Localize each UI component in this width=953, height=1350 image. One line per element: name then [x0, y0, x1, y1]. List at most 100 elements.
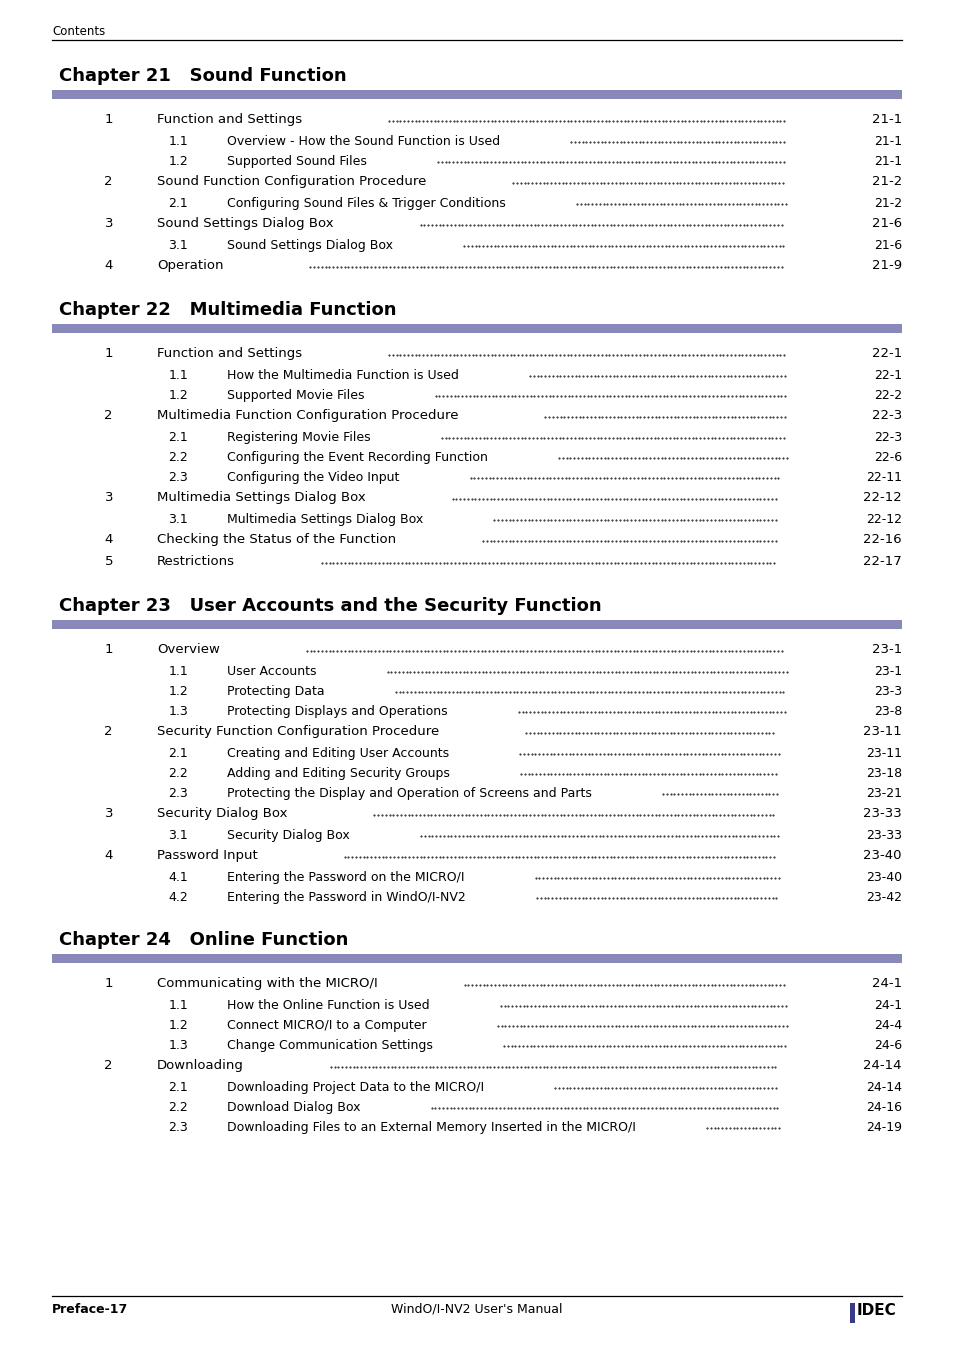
Text: Protecting Data: Protecting Data — [227, 684, 324, 698]
Text: Sound Settings Dialog Box: Sound Settings Dialog Box — [157, 217, 334, 230]
Text: 2.3: 2.3 — [168, 471, 188, 485]
Text: 22-1: 22-1 — [871, 347, 901, 360]
Text: 23-1: 23-1 — [873, 666, 901, 678]
Text: Configuring Sound Files & Trigger Conditions: Configuring Sound Files & Trigger Condit… — [227, 197, 505, 211]
Text: 22-11: 22-11 — [865, 471, 901, 485]
Text: 22-3: 22-3 — [873, 431, 901, 444]
Text: 24-1: 24-1 — [873, 999, 901, 1012]
Text: 24-19: 24-19 — [865, 1120, 901, 1134]
Text: 1.3: 1.3 — [168, 705, 188, 718]
Text: 23-33: 23-33 — [862, 807, 901, 819]
Text: 3: 3 — [105, 491, 112, 504]
Text: 23-42: 23-42 — [865, 891, 901, 904]
Text: 23-40: 23-40 — [865, 871, 901, 884]
Text: Checking the Status of the Function: Checking the Status of the Function — [157, 533, 395, 545]
Text: 21-1: 21-1 — [873, 155, 901, 167]
Text: 2.2: 2.2 — [168, 451, 188, 464]
Text: Multimedia Settings Dialog Box: Multimedia Settings Dialog Box — [157, 491, 365, 504]
Text: 23-40: 23-40 — [862, 849, 901, 863]
Text: 22-12: 22-12 — [862, 491, 901, 504]
Text: Multimedia Settings Dialog Box: Multimedia Settings Dialog Box — [227, 513, 423, 526]
Text: 23-21: 23-21 — [865, 787, 901, 801]
Text: 23-33: 23-33 — [865, 829, 901, 842]
Text: Operation: Operation — [157, 259, 223, 271]
Text: 4: 4 — [105, 533, 112, 545]
Text: 23-18: 23-18 — [865, 767, 901, 780]
Text: 21-6: 21-6 — [873, 239, 901, 252]
Text: 4: 4 — [105, 259, 112, 271]
Text: 24-16: 24-16 — [865, 1102, 901, 1114]
Text: 22-3: 22-3 — [871, 409, 901, 423]
Text: Sound Settings Dialog Box: Sound Settings Dialog Box — [227, 239, 393, 252]
Text: Function and Settings: Function and Settings — [157, 113, 302, 126]
Text: 1.2: 1.2 — [168, 155, 188, 167]
Text: Registering Movie Files: Registering Movie Files — [227, 431, 370, 444]
Text: 3: 3 — [105, 217, 112, 230]
Text: User Accounts: User Accounts — [227, 666, 316, 678]
Text: 22-12: 22-12 — [865, 513, 901, 526]
Text: 3.1: 3.1 — [168, 513, 188, 526]
Text: Overview - How the Sound Function is Used: Overview - How the Sound Function is Use… — [227, 135, 499, 148]
Text: 2: 2 — [105, 725, 112, 738]
Text: 21-9: 21-9 — [871, 259, 901, 271]
Text: Contents: Contents — [52, 26, 105, 38]
Text: Restrictions: Restrictions — [157, 555, 234, 568]
Text: Downloading: Downloading — [157, 1058, 244, 1072]
Text: 2.1: 2.1 — [168, 1081, 188, 1094]
Text: Communicating with the MICRO/I: Communicating with the MICRO/I — [157, 977, 377, 990]
Text: Supported Sound Files: Supported Sound Files — [227, 155, 367, 167]
Text: 3.1: 3.1 — [168, 829, 188, 842]
Text: Function and Settings: Function and Settings — [157, 347, 302, 360]
Text: Preface-17: Preface-17 — [52, 1303, 128, 1316]
Text: 22-2: 22-2 — [873, 389, 901, 402]
Text: Sound Function Configuration Procedure: Sound Function Configuration Procedure — [157, 176, 426, 188]
Text: 1.1: 1.1 — [168, 666, 188, 678]
Text: Creating and Editing User Accounts: Creating and Editing User Accounts — [227, 747, 449, 760]
Text: Chapter 21   Sound Function: Chapter 21 Sound Function — [59, 68, 346, 85]
Text: 21-1: 21-1 — [873, 135, 901, 148]
Text: 24-14: 24-14 — [862, 1058, 901, 1072]
Text: 1.1: 1.1 — [168, 999, 188, 1012]
Text: Security Dialog Box: Security Dialog Box — [157, 807, 287, 819]
Text: Downloading Files to an External Memory Inserted in the MICRO/I: Downloading Files to an External Memory … — [227, 1120, 636, 1134]
Text: 23-11: 23-11 — [865, 747, 901, 760]
Text: 22-17: 22-17 — [862, 555, 901, 568]
Text: 2.1: 2.1 — [168, 747, 188, 760]
Text: 24-14: 24-14 — [865, 1081, 901, 1094]
Text: Multimedia Function Configuration Procedure: Multimedia Function Configuration Proced… — [157, 409, 458, 423]
Text: 1.2: 1.2 — [168, 389, 188, 402]
Text: 21-2: 21-2 — [873, 197, 901, 211]
Text: 2: 2 — [105, 409, 112, 423]
Text: 3: 3 — [105, 807, 112, 819]
Text: 24-6: 24-6 — [873, 1040, 901, 1052]
Text: 2.1: 2.1 — [168, 431, 188, 444]
Text: 1.3: 1.3 — [168, 1040, 188, 1052]
Text: 22-1: 22-1 — [873, 369, 901, 382]
Text: 4.2: 4.2 — [168, 891, 188, 904]
Text: 1.2: 1.2 — [168, 1019, 188, 1031]
Text: Chapter 22   Multimedia Function: Chapter 22 Multimedia Function — [59, 301, 396, 319]
Text: 2.2: 2.2 — [168, 1102, 188, 1114]
Text: 21-1: 21-1 — [871, 113, 901, 126]
Text: How the Multimedia Function is Used: How the Multimedia Function is Used — [227, 369, 458, 382]
Text: 2.1: 2.1 — [168, 197, 188, 211]
Text: 4: 4 — [105, 849, 112, 863]
Text: 1.2: 1.2 — [168, 684, 188, 698]
Text: 3.1: 3.1 — [168, 239, 188, 252]
Bar — [52, 954, 901, 963]
Bar — [52, 620, 901, 629]
Text: 1: 1 — [105, 643, 112, 656]
Text: 1.1: 1.1 — [168, 135, 188, 148]
Text: Download Dialog Box: Download Dialog Box — [227, 1102, 360, 1114]
Text: WindO/I-NV2 User's Manual: WindO/I-NV2 User's Manual — [391, 1303, 562, 1316]
Bar — [52, 90, 901, 99]
Text: Adding and Editing Security Groups: Adding and Editing Security Groups — [227, 767, 450, 780]
Text: Change Communication Settings: Change Communication Settings — [227, 1040, 433, 1052]
Bar — [849, 1303, 854, 1323]
Text: Protecting Displays and Operations: Protecting Displays and Operations — [227, 705, 447, 718]
Text: 5: 5 — [105, 555, 112, 568]
Text: How the Online Function is Used: How the Online Function is Used — [227, 999, 429, 1012]
Text: 2.2: 2.2 — [168, 767, 188, 780]
Text: Entering the Password on the MICRO/I: Entering the Password on the MICRO/I — [227, 871, 464, 884]
Text: 2: 2 — [105, 1058, 112, 1072]
